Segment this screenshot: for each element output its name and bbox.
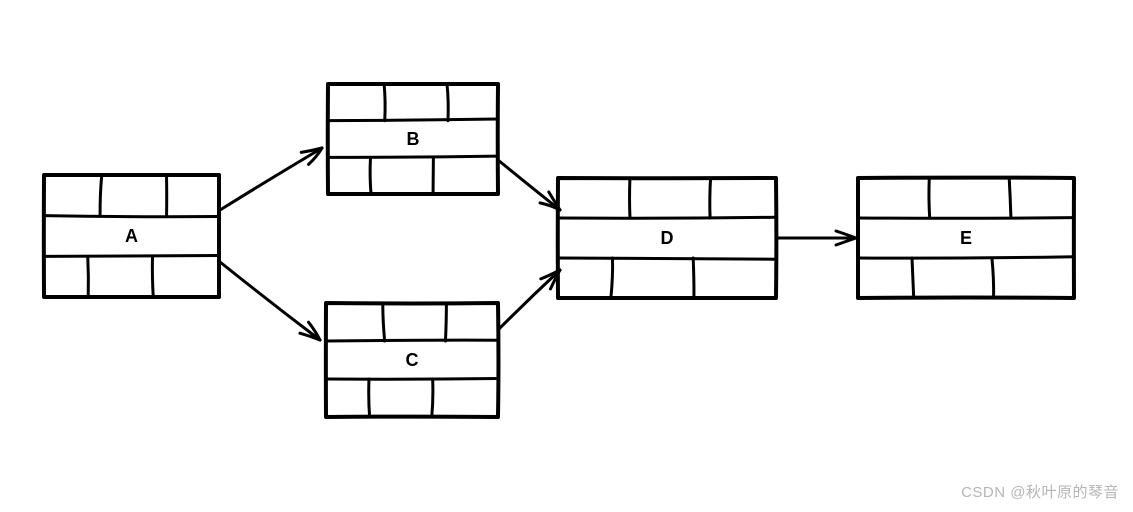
edge-B-D [498,160,560,210]
node-label-B: B [407,129,420,149]
node-D: D [558,178,777,298]
node-A: A [44,175,219,297]
node-label-A: A [125,226,138,246]
edge-A-B [220,148,322,210]
node-C: C [326,303,499,417]
node-label-C: C [406,350,419,370]
watermark-text: CSDN @秋叶原的琴音 [961,481,1119,502]
node-label-D: D [661,228,674,248]
node-E: E [858,178,1074,298]
edge-A-C [220,262,320,340]
edge-D-E [778,231,856,245]
edge-C-D [498,270,560,330]
flowchart-diagram: A B C D E [0,0,1133,512]
node-B: B [328,84,498,194]
node-label-E: E [960,228,972,248]
